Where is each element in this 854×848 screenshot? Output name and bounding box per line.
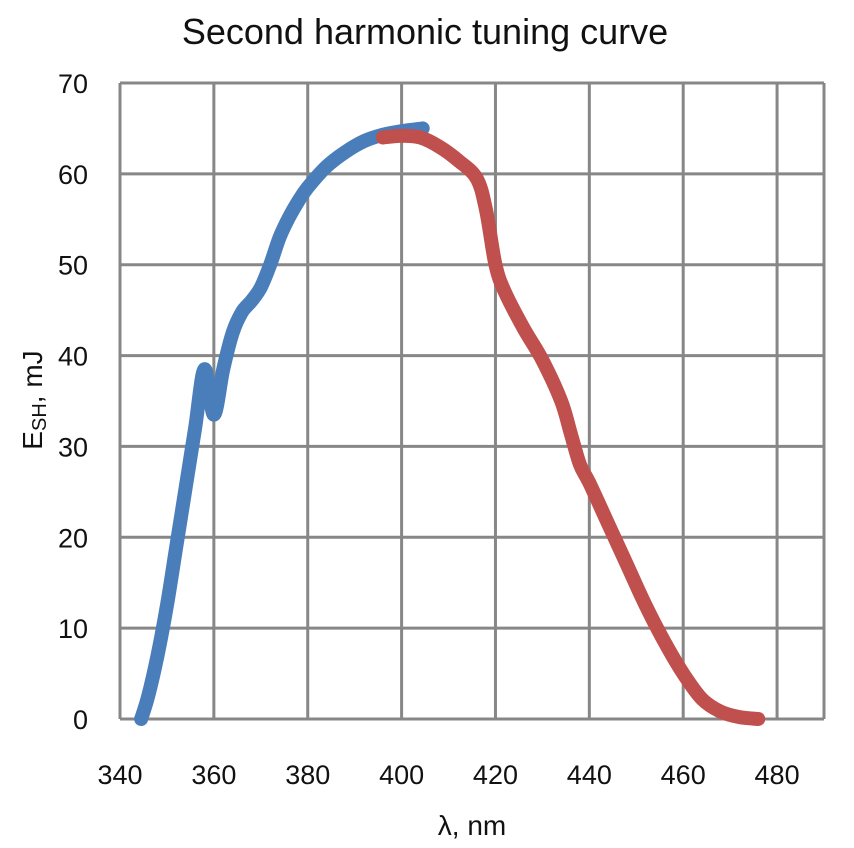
x-tick-label-7: 480: [755, 760, 800, 790]
y-tick-label-5: 50: [58, 251, 88, 281]
series-layer: [134, 121, 766, 726]
y-axis-label-main: E: [17, 431, 48, 450]
x-tick-label-0: 340: [97, 760, 142, 790]
y-tick-label-4: 40: [58, 342, 88, 372]
y-tick-label-0: 0: [73, 705, 88, 735]
y-axis-label-subscript: SH: [29, 403, 51, 431]
y-tick-label-1: 10: [58, 614, 88, 644]
y-axis-label: ESH, mJ: [17, 350, 51, 449]
x-tick-label-1: 360: [191, 760, 236, 790]
x-tick-label-2: 380: [285, 760, 330, 790]
x-tick-label-4: 420: [473, 760, 518, 790]
y-tick-label-2: 20: [58, 523, 88, 553]
series-line-0: [134, 121, 430, 726]
y-tick-label-3: 30: [58, 432, 88, 462]
series-line-1: [375, 128, 766, 726]
x-tick-label-3: 400: [379, 760, 424, 790]
chart-title: Second harmonic tuning curve: [182, 11, 668, 52]
y-axis-ticks: 0 10 20 30 40 50 60 70: [58, 69, 88, 735]
x-axis-ticks: 340 360 380 400 420 440 460 480: [97, 760, 799, 790]
x-tick-label-6: 460: [661, 760, 706, 790]
y-axis-label-unit: , mJ: [17, 350, 48, 403]
y-tick-label-6: 60: [58, 160, 88, 190]
y-tick-label-7: 70: [58, 69, 88, 99]
x-axis-label: λ, nm: [438, 810, 506, 841]
x-tick-label-5: 440: [567, 760, 612, 790]
